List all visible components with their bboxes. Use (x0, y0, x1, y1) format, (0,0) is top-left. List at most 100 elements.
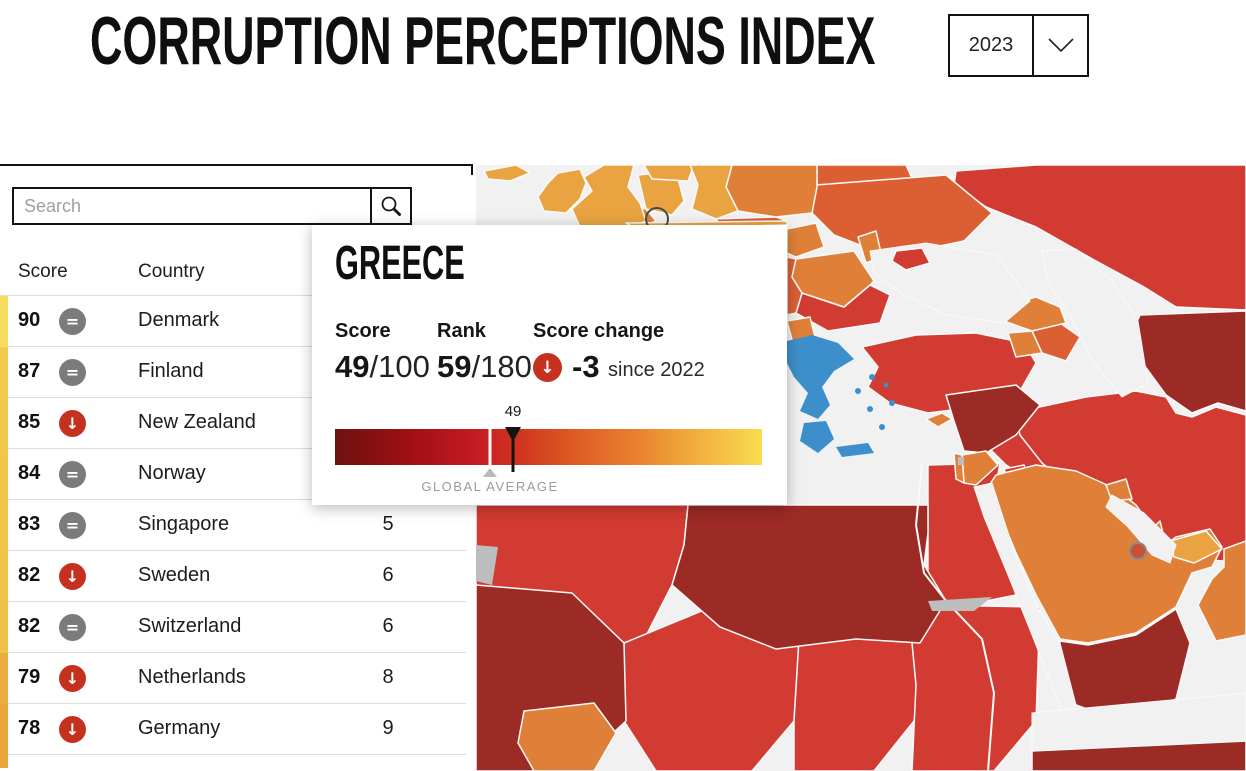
map-region-crete (836, 443, 874, 457)
map-regions-orange[interactable] (517, 165, 1246, 771)
map-region-armenia (1007, 330, 1043, 358)
row-score: 85 (18, 411, 41, 433)
map-region-cyprus (925, 412, 953, 428)
trend-down-icon: ↓ (59, 665, 86, 692)
search-box (12, 187, 412, 225)
map-region-crimea[interactable] (891, 247, 932, 271)
table-row[interactable]: 82 = Switzerland 6 (0, 602, 466, 654)
map-sea-persian-gulf (1105, 494, 1177, 564)
map-region-oman (1197, 540, 1246, 642)
map-marker-bahrain[interactable] (1129, 542, 1147, 560)
search-input[interactable] (14, 189, 370, 223)
country-popup: GREECE Score Rank Score change 49/100 59… (312, 225, 787, 505)
trend-down-icon: ↓ (59, 563, 86, 590)
row-country: Finland (138, 360, 204, 382)
popup-rank-value: 59/180 (437, 349, 532, 384)
global-average-label: GLOBAL AVERAGE (421, 479, 559, 494)
map-region-libya (671, 504, 947, 650)
map-regions-no-data (476, 457, 992, 611)
map-region-greece[interactable] (787, 335, 895, 457)
row-score-strip (0, 500, 8, 552)
map-region-hungary (786, 222, 825, 258)
popup-country-title: GREECE (335, 237, 465, 290)
world-map[interactable] (476, 165, 1246, 771)
row-rank: 8 (382, 666, 394, 688)
trend-same-icon: = (59, 614, 86, 641)
map-region-germany (689, 165, 739, 220)
row-score: 82 (18, 564, 41, 586)
map-regions-yellow[interactable] (483, 165, 1223, 564)
row-rank: 5 (382, 513, 394, 535)
map-sea-caspian (1041, 248, 1149, 398)
popup-rank-label: Rank (437, 320, 486, 342)
row-score-strip (0, 755, 8, 768)
map-region-iceland (483, 165, 531, 182)
map-region-western-sahara (476, 545, 498, 585)
map-region-denmark (643, 165, 695, 182)
row-rank: 9 (382, 717, 394, 739)
row-score: 87 (18, 360, 41, 382)
trend-same-icon: = (59, 359, 86, 386)
column-header-country: Country (138, 261, 205, 282)
row-score-strip (0, 602, 8, 654)
trend-down-icon: ↓ (59, 410, 86, 437)
row-score-strip (0, 398, 8, 450)
page-title: CORRUPTION PERCEPTIONS INDEX (90, 3, 876, 79)
popup-score-label: Score (335, 320, 391, 342)
row-score: 83 (18, 513, 41, 535)
trend-down-icon: ↓ (59, 716, 86, 743)
trend-same-icon: = (59, 512, 86, 539)
row-score-strip (0, 653, 8, 705)
row-country: Norway (138, 462, 206, 484)
table-row[interactable]: 83 = Singapore 5 (0, 500, 466, 552)
row-country: Denmark (138, 309, 220, 331)
row-score: 84 (18, 462, 41, 484)
score-marker-pointer (505, 427, 522, 442)
row-country: Switzerland (138, 615, 242, 637)
popup-change-note: since 2022 (608, 359, 705, 381)
popup-change-label: Score change (533, 320, 665, 342)
table-row[interactable]: 82 ↓ Sweden 6 (0, 551, 466, 603)
score-marker-line (511, 428, 515, 472)
map-sea-gulf-of-aden (1031, 692, 1246, 752)
global-average-line (488, 429, 492, 465)
search-button[interactable] (370, 189, 410, 223)
score-change-down-icon: ↓ (533, 353, 562, 382)
table-row[interactable]: 79 ↓ Netherlands 8 (0, 653, 466, 705)
table-row-partial[interactable] (0, 755, 466, 768)
score-scale-bar: GLOBAL AVERAGE 49 (335, 403, 762, 494)
popup-score-value: 49/100 (335, 349, 430, 384)
row-score-strip (0, 551, 8, 603)
row-rank: 6 (382, 615, 394, 637)
trend-same-icon: = (59, 461, 86, 488)
row-country: Germany (138, 717, 221, 739)
row-country: Netherlands (138, 666, 246, 688)
year-dropdown-value: 2023 (968, 34, 1014, 56)
map-region-romania (791, 250, 875, 308)
row-score: 82 (18, 615, 41, 637)
row-score-strip (0, 704, 8, 756)
column-header-score: Score (18, 261, 68, 282)
map-region-iran (1015, 390, 1246, 564)
row-rank: 6 (382, 564, 394, 586)
map-regions-red[interactable] (476, 165, 1246, 771)
trend-same-icon: = (59, 308, 86, 335)
map-region-burkina-faso (517, 702, 617, 771)
row-country: New Zealand (138, 411, 256, 433)
map-region-syria (945, 384, 1041, 454)
global-average-pointer (483, 468, 497, 477)
map-region-halaib (928, 597, 992, 611)
panel-top-border (0, 164, 473, 166)
header-divider (0, 295, 466, 296)
row-country: Sweden (138, 564, 211, 586)
row-score-strip (0, 347, 8, 399)
table-row[interactable]: 78 ↓ Germany 9 (0, 704, 466, 756)
row-score: 79 (18, 666, 41, 688)
popup-change-value: -3 (572, 349, 600, 384)
row-country: Singapore (138, 513, 230, 535)
row-score-strip (0, 449, 8, 501)
row-score: 90 (18, 309, 41, 331)
map-region-west-bank (958, 457, 964, 465)
map-regions-orange-red[interactable] (715, 165, 1081, 362)
year-dropdown[interactable]: 2023 (948, 14, 1089, 77)
